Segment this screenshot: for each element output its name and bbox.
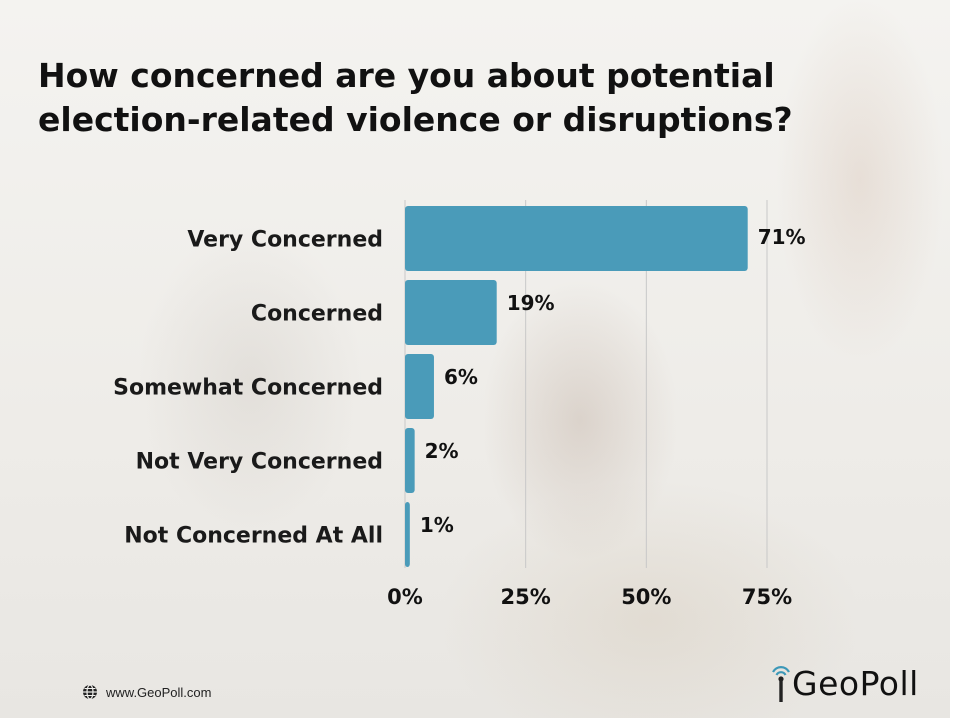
- value-label: 71%: [758, 225, 806, 249]
- value-label: 19%: [507, 291, 555, 315]
- x-tick-label: 50%: [621, 585, 671, 609]
- value-label: 1%: [420, 513, 454, 537]
- x-tick-label: 0%: [387, 585, 423, 609]
- logo-text: GeoPoll: [792, 664, 919, 703]
- value-label: 2%: [425, 439, 459, 463]
- x-tick-label: 25%: [501, 585, 551, 609]
- value-label: 6%: [444, 365, 478, 389]
- footer-url[interactable]: www.GeoPoll.com: [82, 684, 211, 700]
- category-label: Somewhat Concerned: [113, 376, 383, 401]
- bar: [405, 502, 410, 567]
- category-label: Concerned: [251, 302, 383, 327]
- globe-icon: [83, 684, 97, 700]
- category-label: Not Concerned At All: [124, 524, 383, 549]
- bar: [405, 354, 434, 419]
- geopoll-logo: GeoPoll: [770, 660, 919, 704]
- chart-title: How concerned are you about potential el…: [38, 56, 793, 139]
- category-label: Not Very Concerned: [136, 450, 383, 475]
- bar: [405, 206, 748, 271]
- footer-url-text: www.GeoPoll.com: [106, 684, 212, 700]
- bar: [405, 428, 415, 493]
- x-tick-label: 75%: [742, 585, 792, 609]
- signal-icon: [772, 666, 790, 702]
- category-label: Very Concerned: [187, 228, 383, 253]
- bar: [405, 280, 497, 345]
